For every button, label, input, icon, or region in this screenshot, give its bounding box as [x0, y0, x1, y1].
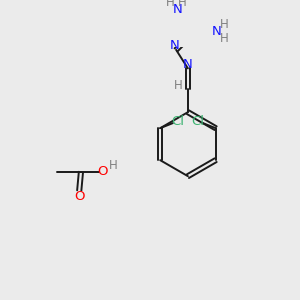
Text: O: O [98, 165, 108, 178]
Text: N: N [169, 39, 179, 52]
Text: H: H [178, 0, 186, 9]
Text: H: H [220, 18, 229, 31]
Text: N: N [173, 3, 183, 16]
Text: H: H [173, 79, 182, 92]
Text: Cl: Cl [171, 115, 184, 128]
Text: H: H [220, 32, 229, 44]
Text: Cl: Cl [191, 115, 204, 128]
Text: N: N [212, 25, 221, 38]
Text: H: H [166, 0, 175, 9]
Text: H: H [109, 159, 117, 172]
Text: O: O [74, 190, 85, 203]
Text: N: N [183, 58, 193, 71]
